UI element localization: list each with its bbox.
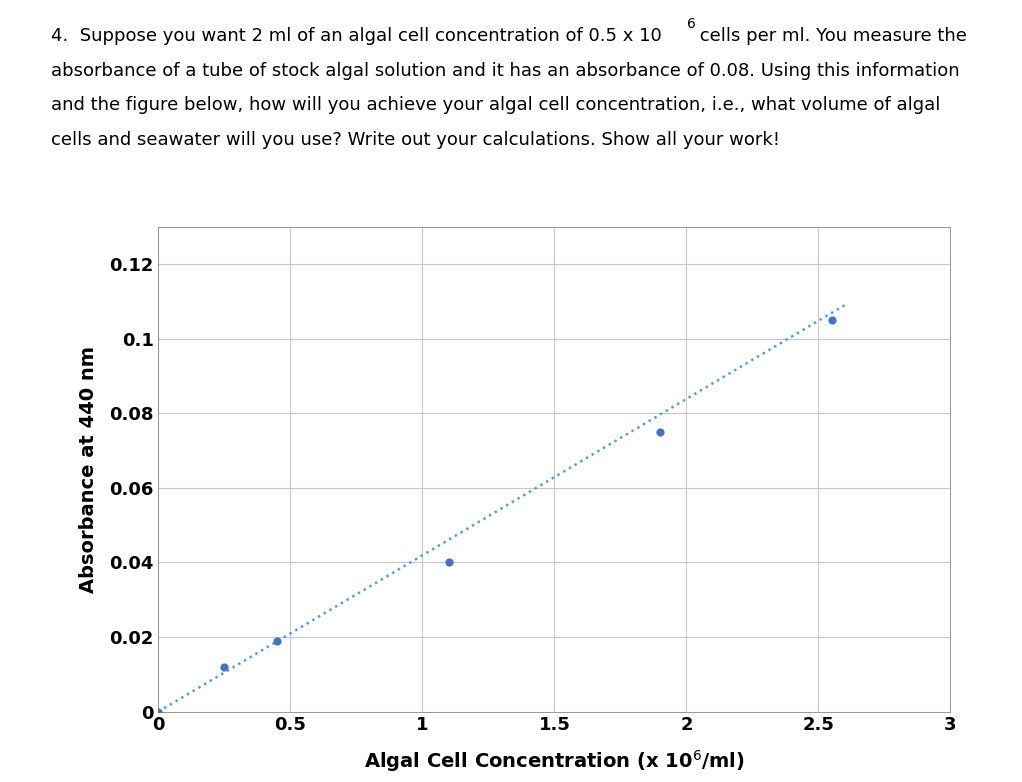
Text: cells per ml. You measure the: cells per ml. You measure the xyxy=(694,27,967,45)
Text: cells and seawater will you use? Write out your calculations. Show all your work: cells and seawater will you use? Write o… xyxy=(51,131,780,149)
Y-axis label: Absorbance at 440 nm: Absorbance at 440 nm xyxy=(79,346,98,593)
Point xyxy=(269,634,285,647)
Point xyxy=(652,425,668,438)
Text: 4.  Suppose you want 2 ml of an algal cell concentration of 0.5 x 10: 4. Suppose you want 2 ml of an algal cel… xyxy=(51,27,662,45)
Text: 6: 6 xyxy=(687,17,696,31)
Point xyxy=(150,705,167,718)
Text: absorbance of a tube of stock algal solution and it has an absorbance of 0.08. U: absorbance of a tube of stock algal solu… xyxy=(51,62,960,80)
Point xyxy=(824,314,840,326)
Point xyxy=(440,556,457,569)
Point xyxy=(217,661,233,673)
Text: and the figure below, how will you achieve your algal cell concentration, i.e., : and the figure below, how will you achie… xyxy=(51,96,940,114)
X-axis label: Algal Cell Concentration (x 10$^6$/ml): Algal Cell Concentration (x 10$^6$/ml) xyxy=(364,748,745,774)
